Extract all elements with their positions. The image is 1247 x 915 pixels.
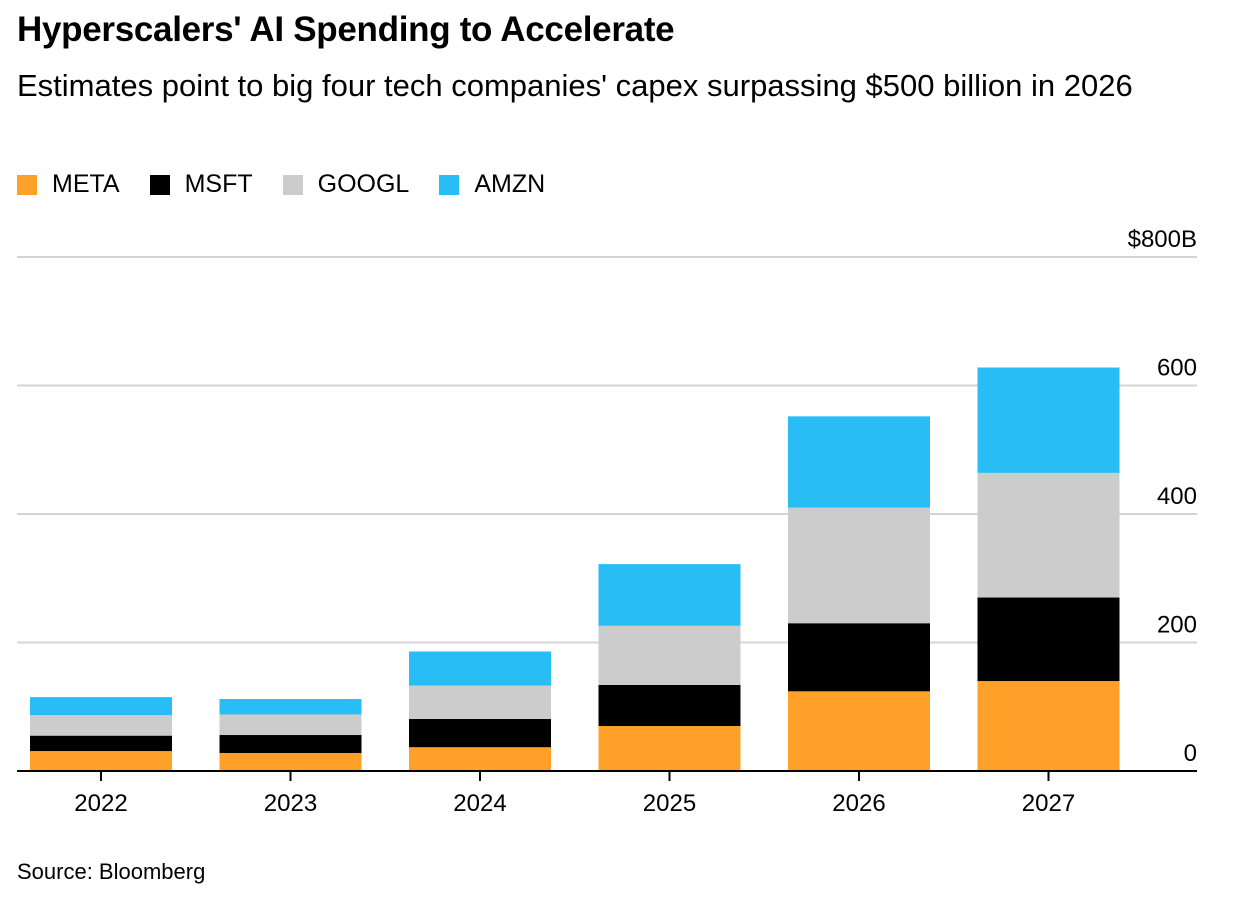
source-note: Source: Bloomberg bbox=[17, 859, 206, 884]
legend-swatch-msft bbox=[149, 174, 170, 195]
x-tick-label: 2026 bbox=[832, 790, 885, 817]
bar-segment-msft-2024 bbox=[409, 718, 551, 748]
bar-segment-amzn-2022 bbox=[30, 697, 172, 716]
x-tick-label: 2027 bbox=[1022, 790, 1075, 817]
bar-segment-meta-2025 bbox=[598, 726, 741, 771]
bar-segment-amzn-2024 bbox=[409, 651, 551, 686]
bar-segment-msft-2027 bbox=[977, 597, 1120, 682]
legend-swatch-googl bbox=[282, 174, 303, 195]
x-tick-label: 2024 bbox=[453, 790, 506, 817]
bar-segment-meta-2023 bbox=[219, 753, 362, 771]
legend-item-meta: META bbox=[17, 170, 120, 199]
bar-segment-meta-2024 bbox=[409, 747, 551, 771]
bar-segment-googl-2022 bbox=[30, 715, 172, 736]
bar-segment-msft-2023 bbox=[219, 735, 362, 754]
y-tick-label: 400 bbox=[1157, 483, 1197, 510]
y-tick-label: $800B bbox=[1128, 226, 1197, 253]
bar-segment-googl-2025 bbox=[598, 625, 741, 685]
legend-label-meta: META bbox=[52, 170, 120, 198]
y-tick-label: 0 bbox=[1184, 740, 1197, 767]
legend-swatch-amzn bbox=[439, 174, 460, 195]
bar-segment-googl-2023 bbox=[219, 714, 362, 736]
bar-segment-amzn-2026 bbox=[788, 416, 930, 508]
bar-segment-meta-2026 bbox=[788, 691, 930, 771]
bar-segment-meta-2022 bbox=[30, 751, 172, 771]
legend-label-msft: MSFT bbox=[184, 170, 253, 198]
legend-label-amzn: AMZN bbox=[474, 170, 546, 198]
x-tick-label: 2023 bbox=[264, 790, 317, 817]
bar-segment-msft-2025 bbox=[598, 684, 741, 727]
bar-segment-googl-2026 bbox=[788, 507, 930, 624]
bar-segment-amzn-2025 bbox=[598, 564, 741, 626]
legend-item-amzn: AMZN bbox=[439, 170, 545, 199]
bar-segment-googl-2027 bbox=[977, 472, 1120, 598]
chart-subtitle: Estimates point to big four tech compani… bbox=[17, 68, 1133, 103]
x-tick-label: 2025 bbox=[643, 790, 696, 817]
bar-segment-googl-2024 bbox=[409, 685, 551, 719]
legend: META MSFT GOOGL AMZN bbox=[17, 170, 545, 199]
legend-swatch-meta bbox=[17, 174, 37, 195]
bar-segment-msft-2022 bbox=[30, 735, 172, 752]
chart-title: Hyperscalers' AI Spending to Accelerate bbox=[17, 10, 675, 49]
y-tick-label: 200 bbox=[1157, 612, 1197, 639]
legend-item-msft: MSFT bbox=[149, 170, 253, 199]
y-tick-label: 600 bbox=[1157, 355, 1197, 382]
bar-segment-amzn-2027 bbox=[977, 367, 1120, 473]
bar-segment-amzn-2023 bbox=[219, 699, 362, 715]
x-tick-label: 2022 bbox=[74, 790, 127, 817]
bar-segment-meta-2027 bbox=[977, 681, 1120, 771]
legend-label-googl: GOOGL bbox=[317, 170, 410, 198]
bar-segment-msft-2026 bbox=[788, 623, 930, 692]
legend-item-googl: GOOGL bbox=[282, 170, 410, 199]
